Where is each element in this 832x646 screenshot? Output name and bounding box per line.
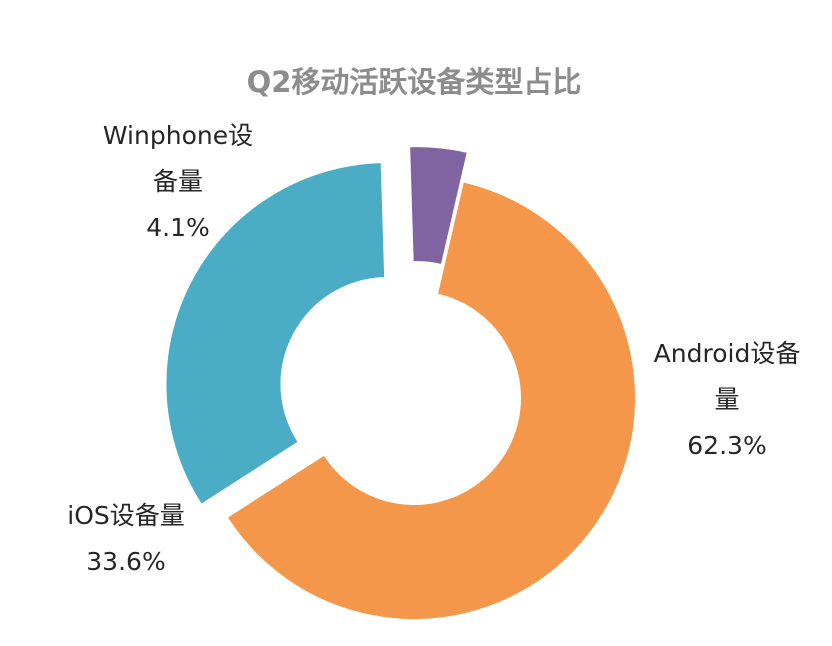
slice-ios [166,163,385,504]
donut-slices [166,147,635,619]
category-label-winphone: 备量 [153,167,203,196]
value-label-ios: 33.6% [86,547,165,576]
chart-title: Q2移动活跃设备类型占比 [247,65,582,99]
category-label-android: Android设备 [654,339,801,368]
value-label-android: 62.3% [687,431,766,460]
category-label-winphone: Winphone设 [103,121,253,150]
category-label-android: 量 [714,385,739,414]
slice-android [228,182,635,619]
value-label-winphone: 4.1% [146,213,210,242]
slice-winphone [410,147,467,264]
category-label-ios: iOS设备量 [67,501,185,530]
